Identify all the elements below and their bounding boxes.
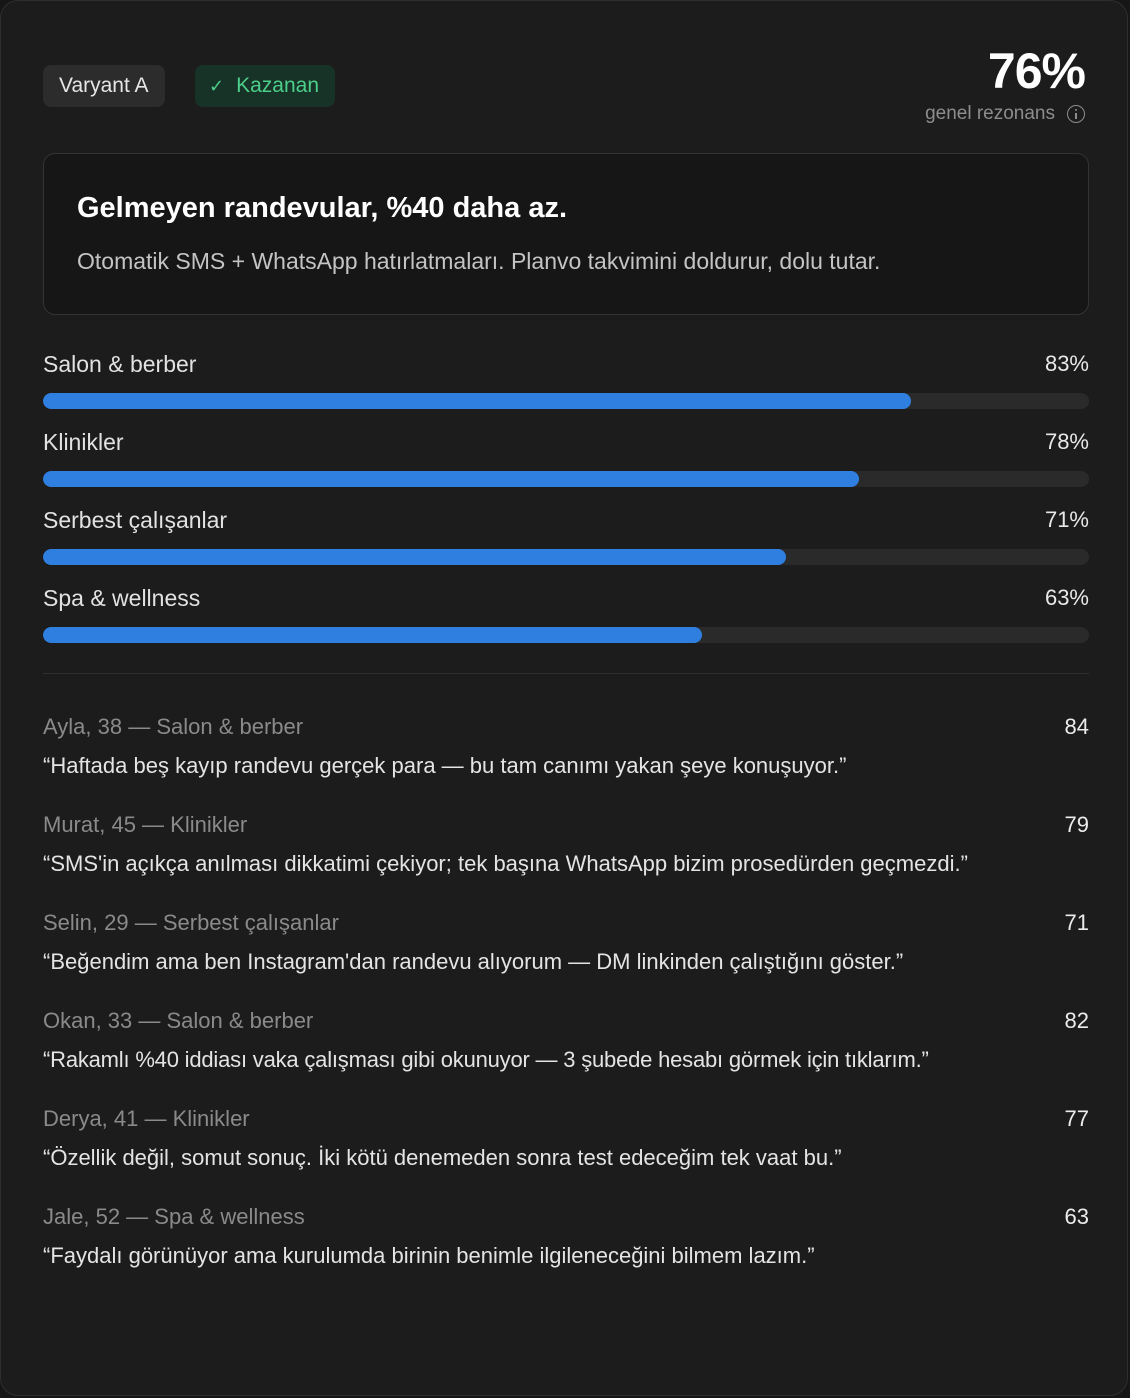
quote-text: “Özellik değil, somut sonuç. İki kötü de… — [43, 1145, 842, 1170]
segment-value: 71% — [1044, 507, 1089, 532]
quote-item: Okan, 33 — Salon & berber 82 “Rakamlı %4… — [43, 1005, 1089, 1081]
segment-bar-fill — [43, 549, 786, 565]
segment-row: Spa & wellness 63% — [43, 583, 1089, 661]
quote-persona: Murat, 45 — Klinikler — [43, 812, 248, 837]
quote-score: 77 — [1064, 1106, 1089, 1131]
segment-label: Klinikler — [43, 429, 124, 455]
quote-item: Jale, 52 — Spa & wellness 63 “Faydalı gö… — [43, 1201, 1089, 1277]
quote-item: Murat, 45 — Klinikler 79 “SMS'in açıkça … — [43, 809, 1089, 885]
quote-score: 84 — [1064, 714, 1089, 739]
quote-score: 63 — [1064, 1204, 1089, 1229]
quote-persona: Ayla, 38 — Salon & berber — [43, 714, 304, 739]
card-header: Varyant A ✓ Kazanan 76% genel rezonans — [43, 43, 1086, 125]
persona-quotes: Ayla, 38 — Salon & berber 84 “Haftada be… — [43, 711, 1089, 1299]
quote-persona: Okan, 33 — Salon & berber — [43, 1008, 314, 1033]
segment-bar-track — [43, 393, 1089, 409]
quote-item: Ayla, 38 — Salon & berber 84 “Haftada be… — [43, 711, 1089, 787]
quote-persona: Derya, 41 — Klinikler — [43, 1106, 250, 1131]
quote-score: 82 — [1064, 1008, 1089, 1033]
quote-score: 71 — [1064, 910, 1089, 935]
segment-bar-track — [43, 471, 1089, 487]
segment-bar-track — [43, 549, 1089, 565]
segment-row: Klinikler 78% — [43, 427, 1089, 505]
quote-text: “Beğendim ama ben Instagram'dan randevu … — [43, 949, 904, 974]
segment-bar-track — [43, 627, 1089, 643]
score-label-row: genel rezonans — [925, 103, 1085, 125]
segment-label: Salon & berber — [43, 351, 197, 377]
headline-box: Gelmeyen randevular, %40 daha az. Otomat… — [43, 153, 1089, 315]
quote-score: 79 — [1064, 812, 1089, 837]
quote-item: Derya, 41 — Klinikler 77 “Özellik değil,… — [43, 1103, 1089, 1179]
quote-persona: Selin, 29 — Serbest çalışanlar — [43, 910, 339, 935]
segment-value: 78% — [1044, 429, 1089, 454]
quote-item: Selin, 29 — Serbest çalışanlar 71 “Beğen… — [43, 907, 1089, 983]
segment-value: 63% — [1044, 585, 1089, 610]
info-icon[interactable] — [1067, 105, 1085, 123]
check-icon: ✓ — [209, 76, 225, 96]
segment-row: Serbest çalışanlar 71% — [43, 505, 1089, 583]
segment-label: Spa & wellness — [43, 585, 201, 611]
segment-bar-fill — [43, 393, 912, 409]
segment-value: 83% — [1044, 351, 1089, 376]
variant-badge: Varyant A — [43, 65, 165, 107]
headline-subtitle: Otomatik SMS + WhatsApp hatırlatmaları. … — [77, 248, 881, 274]
segment-bar-fill — [43, 627, 702, 643]
quote-text: “SMS'in açıkça anılması dikkatimi çekiyo… — [43, 851, 968, 876]
quote-persona: Jale, 52 — Spa & wellness — [43, 1204, 305, 1229]
overall-score: 76% genel rezonans — [925, 43, 1086, 125]
segment-bar-fill — [43, 471, 859, 487]
score-label: genel rezonans — [925, 103, 1055, 124]
score-value: 76% — [987, 43, 1086, 99]
segment-row: Salon & berber 83% — [43, 349, 1089, 427]
quote-text: “Haftada beş kayıp randevu gerçek para —… — [43, 753, 847, 778]
headline-title: Gelmeyen randevular, %40 daha az. — [77, 192, 568, 224]
divider — [43, 673, 1089, 674]
segment-label: Serbest çalışanlar — [43, 507, 228, 533]
quote-text: “Faydalı görünüyor ama kurulumda birinin… — [43, 1243, 815, 1268]
winner-label: Kazanan — [236, 74, 319, 97]
quote-text: “Rakamlı %40 iddiası vaka çalışması gibi… — [43, 1047, 929, 1072]
winner-badge: ✓ Kazanan — [195, 65, 335, 107]
segment-bars: Salon & berber 83% Klinikler 78% Serbest… — [43, 349, 1089, 661]
